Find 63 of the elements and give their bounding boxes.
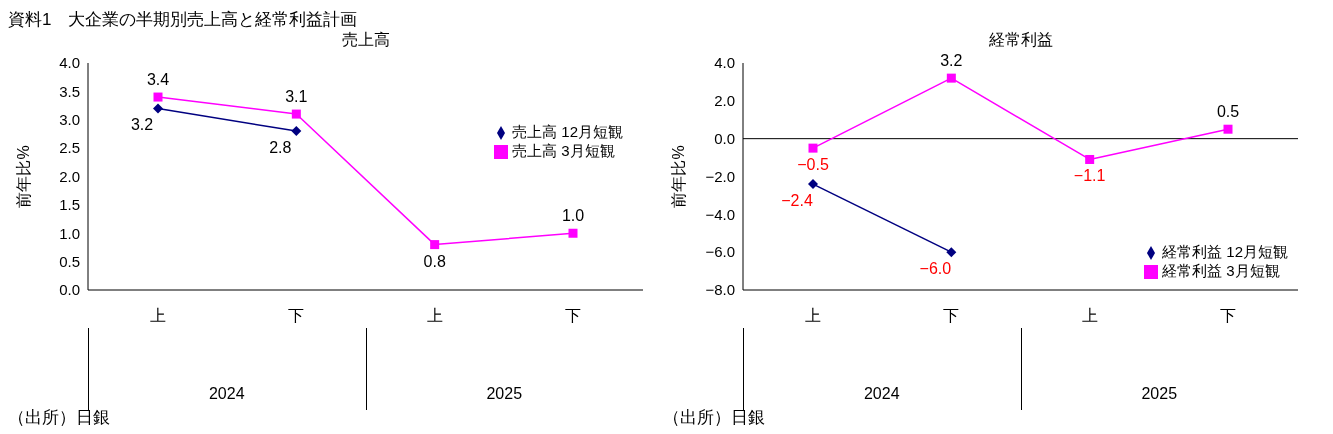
point [946, 73, 956, 83]
y-tick-label: 0.0 [714, 129, 735, 147]
data-label: 2.8 [269, 139, 292, 157]
point [153, 103, 163, 114]
y-tick-label: 2.5 [59, 139, 80, 157]
legend-label: 経常利益 12月短観 [1162, 243, 1288, 260]
point [291, 109, 301, 119]
data-label: 0.8 [423, 252, 446, 270]
x-tick-label: 下 [288, 307, 305, 325]
point [946, 247, 957, 258]
data-label: −1.1 [1073, 167, 1106, 185]
point [153, 92, 163, 102]
point [808, 143, 818, 153]
data-label: 3.2 [130, 116, 154, 134]
text: 2025 [485, 385, 524, 403]
y-tick-label: 3.5 [59, 82, 80, 100]
y-axis-title: 前年比% [14, 145, 32, 208]
text: 2024 [862, 385, 901, 403]
point [430, 240, 440, 250]
data-label: 3.1 [285, 88, 308, 106]
y-tick-label: 0.5 [59, 252, 80, 270]
y-tick-label: −2.0 [705, 167, 735, 185]
y-tick-label: 3.0 [59, 111, 80, 129]
point [808, 179, 818, 190]
y-tick-label: −4.0 [705, 205, 735, 223]
y-tick-label: 4.0 [714, 54, 735, 72]
point [1223, 124, 1233, 134]
point [1085, 154, 1095, 164]
legend-label: 経常利益 3月短観 [1162, 262, 1280, 279]
x-tick-label: 上 [150, 307, 166, 325]
chart-title: 経常利益 [987, 30, 1054, 50]
chart-title: 売上高 [340, 30, 391, 50]
y-tick-label: −6.0 [705, 243, 735, 261]
text: （出所）日銀 [663, 407, 765, 429]
data-label: 0.5 [1216, 103, 1240, 121]
data-label: −0.5 [797, 156, 829, 174]
y-tick-label: 2.0 [59, 167, 80, 185]
x-tick-label: 上 [1081, 307, 1098, 325]
legend-label: 売上高 12月短観 [512, 123, 623, 140]
text: 資料1 大企業の半期別売上高と経常利益計画 [8, 9, 358, 31]
y-tick-label: −8.0 [705, 281, 735, 299]
x-tick-label: 下 [565, 307, 581, 325]
data-label: 3.2 [940, 52, 963, 70]
x-tick-label: 下 [1220, 307, 1236, 325]
y-tick-label: 4.0 [59, 54, 80, 72]
legend-label: 売上高 3月短観 [512, 142, 615, 159]
text: （出所）日銀 [8, 407, 110, 429]
data-label: 3.4 [146, 71, 170, 89]
x-tick-label: 下 [943, 307, 960, 325]
x-tick-label: 上 [426, 307, 443, 325]
point [291, 126, 302, 137]
data-label: −6.0 [919, 260, 952, 278]
point [568, 228, 578, 238]
y-tick-label: 0.0 [59, 281, 80, 299]
y-tick-label: 1.5 [59, 196, 80, 214]
y-axis-title: 前年比% [669, 145, 687, 208]
text: 2025 [1140, 385, 1179, 403]
x-tick-label: 上 [805, 307, 821, 325]
text: 2024 [207, 385, 246, 403]
y-tick-label: 2.0 [714, 92, 735, 110]
data-label: −2.4 [781, 192, 813, 210]
data-label: 1.0 [561, 207, 585, 225]
y-tick-label: 1.0 [59, 224, 80, 242]
